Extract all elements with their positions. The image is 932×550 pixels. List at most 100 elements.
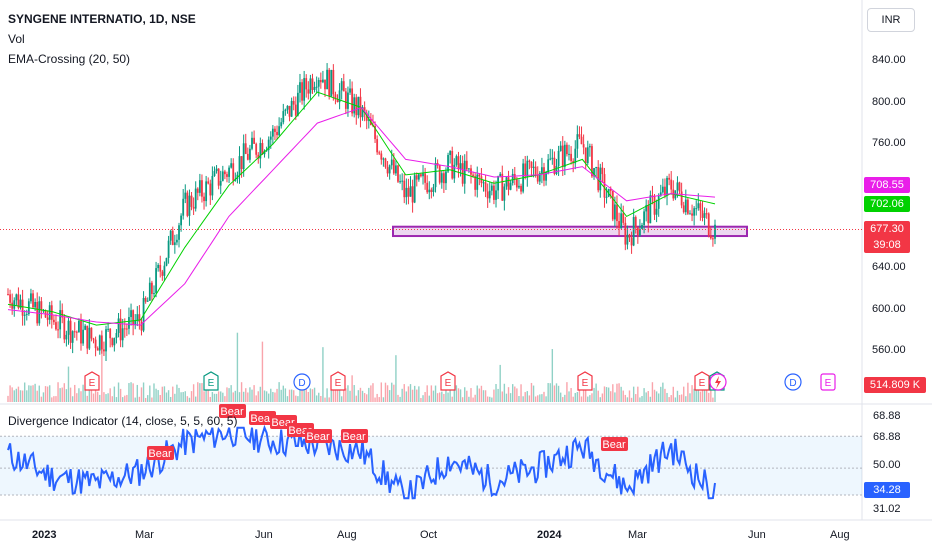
future-earnings-marker[interactable]: E xyxy=(820,373,836,391)
volume-bar xyxy=(63,383,66,402)
candle-body xyxy=(367,119,370,121)
volume-bar xyxy=(484,390,487,402)
volume-legend[interactable]: Vol xyxy=(8,32,25,46)
symbol-title[interactable]: SYNGENE INTERNATIO, 1D, NSE xyxy=(8,12,196,26)
candle-body xyxy=(434,163,437,188)
volume-bar xyxy=(445,385,447,402)
candle-body xyxy=(709,235,712,239)
volume-bar xyxy=(249,387,251,402)
candle-body xyxy=(588,146,591,148)
candle-body xyxy=(628,234,631,238)
candle-body xyxy=(639,228,641,236)
ema-legend[interactable]: EMA-Crossing (20, 50) xyxy=(8,52,131,66)
candle-body xyxy=(624,222,627,245)
candle-body xyxy=(282,111,285,123)
rsi-indicator-title[interactable]: Divergence Indicator (14, close, 5, 5, 6… xyxy=(8,414,238,428)
volume-bar xyxy=(192,384,195,402)
earnings-down-marker[interactable]: E xyxy=(440,371,456,391)
volume-bar xyxy=(172,386,174,402)
candle-body xyxy=(680,191,683,206)
volume-bar xyxy=(282,385,284,402)
volume-bar xyxy=(26,390,28,402)
volume-bar xyxy=(551,349,554,402)
volume-bar xyxy=(566,382,568,402)
currency-selector[interactable]: INR xyxy=(867,8,915,32)
candle-body xyxy=(689,213,691,215)
volume-bar xyxy=(584,383,587,402)
volume-bar xyxy=(201,383,203,402)
candle-body xyxy=(255,143,258,155)
candle-body xyxy=(319,80,322,83)
candle-body xyxy=(249,148,251,160)
volume-bar xyxy=(165,392,168,402)
candle-body xyxy=(561,145,564,167)
volume-bar xyxy=(130,382,132,402)
volume-bar xyxy=(576,392,579,402)
volume-bar xyxy=(305,384,307,402)
dividend-marker[interactable]: D xyxy=(293,373,311,391)
candle-body xyxy=(603,174,606,198)
volume-bar xyxy=(311,389,314,402)
volume-bar xyxy=(714,389,716,402)
volume-bar xyxy=(449,382,451,402)
candle-body xyxy=(686,199,689,214)
volume-bar xyxy=(286,396,289,402)
volume-bar xyxy=(649,396,652,402)
earnings-label: E xyxy=(582,378,589,389)
candle-body xyxy=(42,310,45,312)
time-axis-label: Jun xyxy=(748,529,766,541)
candle-body xyxy=(465,160,468,170)
volume-bar xyxy=(57,382,59,402)
earnings-up-marker[interactable]: E xyxy=(203,371,219,391)
split-icon[interactable] xyxy=(709,373,727,391)
volume-bar xyxy=(512,384,514,402)
volume-bar xyxy=(382,397,385,402)
volume-bar xyxy=(434,385,437,402)
earnings-down-marker[interactable]: E xyxy=(577,371,593,391)
candle-body xyxy=(645,205,648,212)
volume-bar xyxy=(276,388,278,402)
candle-body xyxy=(190,195,193,207)
volume-bar xyxy=(290,389,293,402)
earnings-label: E xyxy=(335,378,342,389)
candle-body xyxy=(9,294,11,303)
volume-bar xyxy=(693,388,695,402)
volume-bar xyxy=(503,383,506,402)
volume-bar xyxy=(209,396,211,402)
volume-bar xyxy=(217,391,220,402)
volume-bar xyxy=(486,396,489,402)
candle-body xyxy=(376,139,379,153)
candle-body xyxy=(463,160,466,184)
volume-bar xyxy=(320,396,322,402)
ema50-line xyxy=(7,107,716,326)
candle-body xyxy=(176,239,178,243)
volume-bar xyxy=(32,385,34,402)
volume-bar xyxy=(530,382,533,402)
candle-body xyxy=(226,174,228,177)
earnings-down-marker[interactable]: E xyxy=(84,371,100,391)
volume-bar xyxy=(501,391,503,402)
earnings-down-marker[interactable]: E xyxy=(330,371,346,391)
volume-bar xyxy=(293,390,295,402)
candle-body xyxy=(507,177,510,190)
volume-bar xyxy=(169,396,172,402)
candle-body xyxy=(497,176,500,191)
volume-bar xyxy=(111,396,113,402)
volume-bar xyxy=(203,391,205,402)
candle-body xyxy=(409,186,412,197)
dividend-marker[interactable]: D xyxy=(784,373,802,391)
volume-bar xyxy=(117,382,120,402)
volume-bar xyxy=(524,392,526,402)
candle-body xyxy=(257,154,260,159)
candle-body xyxy=(215,168,218,172)
volume-bar xyxy=(255,395,257,402)
volume-bar xyxy=(689,393,691,402)
candle-body xyxy=(205,181,208,202)
candle-body xyxy=(161,271,164,276)
candle-body xyxy=(299,82,301,93)
candle-body xyxy=(322,79,324,83)
earnings-down-marker[interactable]: E xyxy=(694,371,710,391)
volume-bar xyxy=(657,393,660,402)
